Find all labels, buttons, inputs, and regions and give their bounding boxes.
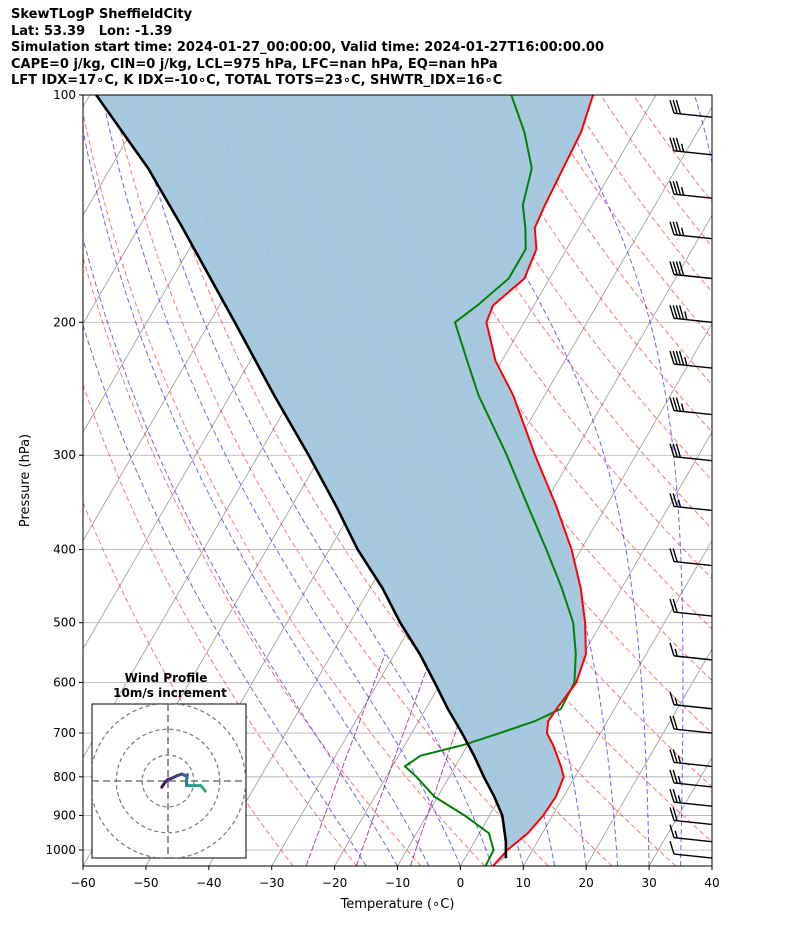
isotherm-line bbox=[585, 648, 712, 866]
isotherm-line bbox=[711, 865, 712, 866]
mixing-ratio-line bbox=[409, 653, 484, 866]
x-tick-label: 40 bbox=[704, 876, 719, 890]
temperature-line bbox=[485, 95, 595, 866]
moist-adiabat-line bbox=[131, 95, 493, 866]
wind-barb bbox=[669, 305, 713, 323]
wind-barb bbox=[669, 397, 713, 416]
x-tick-label: 20 bbox=[579, 876, 594, 890]
wind-barb bbox=[669, 642, 713, 661]
dry-adiabat-line bbox=[83, 255, 422, 866]
moist-adiabat-line bbox=[428, 95, 650, 866]
wind-barb bbox=[669, 548, 713, 567]
wind-barb bbox=[669, 840, 713, 859]
y-tick-label: 700 bbox=[53, 726, 76, 740]
x-tick-label: 30 bbox=[641, 876, 656, 890]
location-line: Lat: 53.39 Lon: -1.39 bbox=[11, 24, 173, 39]
isotherm-line bbox=[83, 95, 91, 108]
wind-barb bbox=[669, 789, 713, 807]
mixing-ratio-line bbox=[355, 653, 433, 866]
y-tick-label: 100 bbox=[53, 88, 76, 102]
plot-area bbox=[83, 95, 794, 866]
wind-barb bbox=[669, 691, 713, 710]
dry-adiabat-line bbox=[83, 501, 294, 866]
y-tick-label: 800 bbox=[53, 770, 76, 784]
time-line: Simulation start time: 2024-01-27_00:00:… bbox=[11, 40, 604, 55]
x-tick-label: −60 bbox=[70, 876, 95, 890]
hodograph-subtitle: 10m/s increment bbox=[113, 686, 227, 700]
wind-barb bbox=[669, 769, 713, 788]
moist-adiabat-line bbox=[101, 95, 461, 866]
wind-barb bbox=[669, 807, 713, 826]
mixing-ratio-line bbox=[305, 653, 386, 866]
hodograph-ring bbox=[92, 704, 246, 858]
dry-adiabat-line bbox=[241, 95, 712, 788]
x-tick-label: −50 bbox=[133, 876, 158, 890]
y-tick-label: 200 bbox=[53, 315, 76, 329]
moist-adiabat-line bbox=[83, 128, 430, 866]
y-tick-label: 500 bbox=[53, 616, 76, 630]
dry-adiabat-line bbox=[111, 95, 549, 866]
wind-barb bbox=[669, 715, 713, 734]
x-tick-label: 0 bbox=[457, 876, 465, 890]
hodograph-title: Wind Profile bbox=[125, 671, 208, 685]
isotherm-line bbox=[83, 95, 217, 325]
dewpoint-line bbox=[403, 95, 577, 866]
y-tick-label: 300 bbox=[53, 448, 76, 462]
x-tick-label: −10 bbox=[385, 876, 410, 890]
wind-barb bbox=[669, 221, 713, 240]
isotherm-line bbox=[334, 214, 712, 866]
wind-barb bbox=[669, 598, 713, 617]
x-tick-label: −20 bbox=[322, 876, 347, 890]
wind-barb bbox=[669, 350, 713, 369]
x-tick-label: −40 bbox=[196, 876, 221, 890]
wind-barb bbox=[669, 261, 713, 280]
y-tick-label: 1000 bbox=[45, 843, 76, 857]
dry-adiabat-line bbox=[83, 383, 358, 866]
y-tick-label: 900 bbox=[53, 808, 76, 822]
cin-shading bbox=[96, 95, 594, 866]
wind-barb bbox=[669, 443, 713, 462]
hodograph-trace-segment bbox=[200, 785, 207, 793]
instability-line: CAPE=0 j/kg, CIN=0 j/kg, LCL=975 hPa, LF… bbox=[11, 57, 498, 72]
moist-adiabat-line bbox=[551, 95, 684, 866]
wind-barb bbox=[669, 99, 713, 118]
isotherm-line bbox=[775, 95, 794, 866]
index-line: LFT IDX=17∘C, K IDX=-10∘C, TOTAL TOTS=23… bbox=[11, 73, 503, 88]
wind-barb bbox=[669, 181, 713, 199]
dry-adiabat-line bbox=[372, 95, 712, 580]
y-tick-label: 400 bbox=[53, 543, 76, 557]
wind-barb bbox=[669, 749, 713, 768]
y-tick-label: 600 bbox=[53, 676, 76, 690]
moist-adiabat-line bbox=[83, 236, 398, 866]
wind-barb bbox=[669, 137, 713, 156]
y-axis-label: Pressure (hPa) bbox=[18, 434, 33, 527]
parcel-path-line bbox=[95, 95, 508, 859]
x-tick-label: 10 bbox=[516, 876, 531, 890]
moist-adiabat-line bbox=[83, 323, 367, 866]
isotherm-line bbox=[522, 539, 712, 866]
x-axis-label: Temperature (∘C) bbox=[340, 897, 455, 912]
wind-barb bbox=[669, 824, 713, 843]
chart-title: SkewTLogP SheffieldCity bbox=[11, 7, 193, 22]
dry-adiabat-line bbox=[83, 110, 485, 866]
wind-barb bbox=[669, 493, 713, 512]
x-tick-label: −30 bbox=[259, 876, 284, 890]
